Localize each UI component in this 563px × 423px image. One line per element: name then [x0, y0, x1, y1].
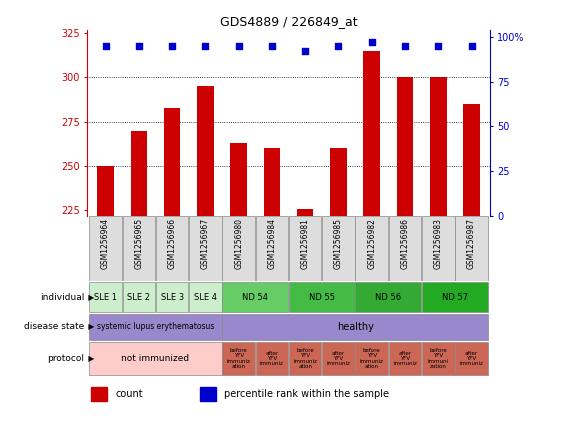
- FancyBboxPatch shape: [222, 282, 288, 312]
- Text: GSM1256967: GSM1256967: [201, 218, 210, 269]
- Point: [101, 42, 110, 49]
- Point: [467, 42, 476, 49]
- FancyBboxPatch shape: [455, 217, 488, 280]
- Point: [400, 42, 409, 49]
- Bar: [164, 107, 180, 216]
- Text: individual: individual: [40, 293, 84, 302]
- FancyBboxPatch shape: [422, 342, 454, 375]
- FancyBboxPatch shape: [322, 217, 355, 280]
- Bar: [430, 77, 446, 216]
- Bar: [263, 148, 280, 216]
- FancyBboxPatch shape: [355, 342, 388, 375]
- Text: healthy: healthy: [337, 322, 373, 332]
- Point: [301, 48, 310, 55]
- Text: ▶: ▶: [86, 293, 95, 302]
- FancyBboxPatch shape: [289, 342, 321, 375]
- Point: [135, 42, 144, 49]
- Text: GSM1256966: GSM1256966: [168, 218, 177, 269]
- Bar: [197, 86, 214, 216]
- Bar: [330, 148, 347, 216]
- Point: [334, 42, 343, 49]
- Point: [234, 42, 243, 49]
- Text: SLE 3: SLE 3: [160, 293, 184, 302]
- Title: GDS4889 / 226849_at: GDS4889 / 226849_at: [220, 16, 358, 28]
- Text: GSM1256986: GSM1256986: [400, 218, 409, 269]
- Text: percentile rank within the sample: percentile rank within the sample: [224, 389, 389, 399]
- Text: GSM1256980: GSM1256980: [234, 218, 243, 269]
- Text: SLE 2: SLE 2: [127, 293, 150, 302]
- FancyBboxPatch shape: [289, 282, 355, 312]
- Text: systemic lupus erythematosus: systemic lupus erythematosus: [97, 322, 214, 331]
- Text: GSM1256982: GSM1256982: [367, 218, 376, 269]
- Text: after
YFV
immuniz: after YFV immuniz: [260, 351, 284, 366]
- Text: before
YFV
immuniz
ation: before YFV immuniz ation: [293, 348, 317, 369]
- Text: GSM1256985: GSM1256985: [334, 218, 343, 269]
- FancyBboxPatch shape: [222, 314, 488, 340]
- Text: count: count: [115, 389, 143, 399]
- Point: [168, 42, 177, 49]
- FancyBboxPatch shape: [90, 314, 222, 340]
- Text: SLE 1: SLE 1: [94, 293, 117, 302]
- Text: GSM1256981: GSM1256981: [301, 218, 310, 269]
- Text: ND 54: ND 54: [242, 293, 268, 302]
- Bar: [91, 387, 108, 401]
- FancyBboxPatch shape: [289, 217, 321, 280]
- Text: SLE 4: SLE 4: [194, 293, 217, 302]
- FancyBboxPatch shape: [90, 342, 222, 375]
- Bar: [230, 143, 247, 216]
- Text: before
YFV
immuniz
ation: before YFV immuniz ation: [360, 348, 383, 369]
- Point: [367, 39, 376, 46]
- FancyBboxPatch shape: [455, 342, 488, 375]
- Text: after
YFV
immuniz: after YFV immuniz: [327, 351, 350, 366]
- FancyBboxPatch shape: [355, 217, 388, 280]
- FancyBboxPatch shape: [90, 282, 122, 312]
- Text: ▶: ▶: [86, 322, 95, 331]
- FancyBboxPatch shape: [156, 282, 189, 312]
- Text: ND 55: ND 55: [309, 293, 335, 302]
- FancyBboxPatch shape: [256, 342, 288, 375]
- FancyBboxPatch shape: [322, 342, 355, 375]
- Bar: [397, 77, 413, 216]
- FancyBboxPatch shape: [355, 282, 421, 312]
- Text: GSM1256964: GSM1256964: [101, 218, 110, 269]
- Text: GSM1256984: GSM1256984: [267, 218, 276, 269]
- FancyBboxPatch shape: [256, 217, 288, 280]
- Text: protocol: protocol: [47, 354, 84, 363]
- Text: GSM1256965: GSM1256965: [135, 218, 144, 269]
- Text: disease state: disease state: [24, 322, 84, 331]
- Text: ND 56: ND 56: [376, 293, 401, 302]
- Text: before
YFV
immuni
zation: before YFV immuni zation: [428, 348, 449, 369]
- Point: [434, 42, 443, 49]
- Bar: [297, 209, 314, 216]
- Bar: [200, 387, 216, 401]
- FancyBboxPatch shape: [222, 342, 255, 375]
- Point: [267, 42, 276, 49]
- Text: GSM1256983: GSM1256983: [434, 218, 443, 269]
- FancyBboxPatch shape: [388, 342, 421, 375]
- FancyBboxPatch shape: [123, 217, 155, 280]
- FancyBboxPatch shape: [222, 217, 255, 280]
- Bar: [97, 166, 114, 216]
- Text: before
YFV
immuniz
ation: before YFV immuniz ation: [227, 348, 251, 369]
- Text: ▶: ▶: [86, 354, 95, 363]
- Text: ND 57: ND 57: [442, 293, 468, 302]
- Text: not immunized: not immunized: [122, 354, 190, 363]
- Text: after
YFV
immuniz: after YFV immuniz: [459, 351, 484, 366]
- Point: [201, 42, 210, 49]
- Bar: [363, 51, 380, 216]
- FancyBboxPatch shape: [189, 217, 222, 280]
- Text: after
YFV
immuniz: after YFV immuniz: [393, 351, 417, 366]
- FancyBboxPatch shape: [90, 217, 122, 280]
- FancyBboxPatch shape: [422, 217, 454, 280]
- FancyBboxPatch shape: [422, 282, 488, 312]
- FancyBboxPatch shape: [156, 217, 189, 280]
- FancyBboxPatch shape: [123, 282, 155, 312]
- Bar: [463, 104, 480, 216]
- Text: GSM1256987: GSM1256987: [467, 218, 476, 269]
- Bar: [131, 131, 147, 216]
- FancyBboxPatch shape: [388, 217, 421, 280]
- FancyBboxPatch shape: [189, 282, 222, 312]
